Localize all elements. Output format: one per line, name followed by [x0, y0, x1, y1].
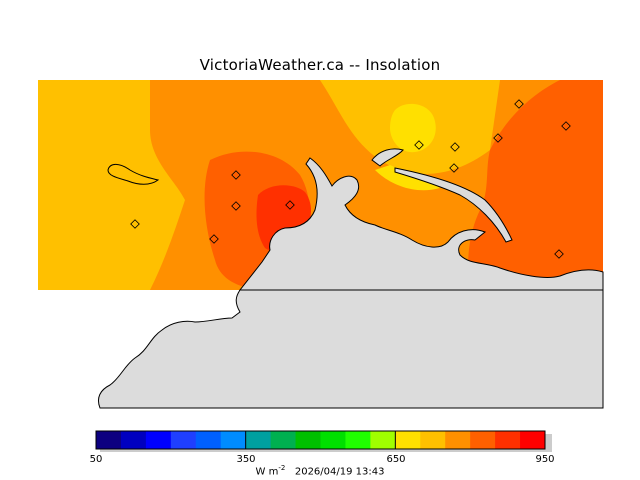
- field-yellow-patch: [390, 103, 436, 153]
- colorbar-segment: [145, 431, 172, 449]
- station-marker: [209, 234, 219, 244]
- station-marker: [554, 249, 564, 259]
- station-marker: [231, 170, 241, 180]
- colorbar-segment: [470, 431, 496, 449]
- units-base: W m: [255, 466, 279, 478]
- colorbar-segment: [320, 431, 346, 449]
- units-exponent: -2: [278, 464, 286, 472]
- colorbar-segment: [520, 431, 546, 449]
- land-southern: [238, 157, 604, 291]
- colorbar-segment: [345, 431, 371, 449]
- colorbar-segment: [220, 431, 247, 449]
- colorbar-segment: [295, 431, 321, 449]
- colorbar-segments: [96, 431, 546, 449]
- colorbar-segment: [420, 431, 446, 449]
- colorbar-tick-label: 950: [535, 454, 555, 465]
- field-yellow-tail: [375, 165, 440, 191]
- station-marker: [449, 163, 459, 173]
- land-inlet: [371, 148, 404, 167]
- station-marker: [130, 219, 140, 229]
- station-marker: [231, 201, 241, 211]
- colorbar-segment: [445, 431, 471, 449]
- colorbar-segment: [270, 431, 297, 449]
- station-markers: [130, 99, 571, 259]
- land-islet: [107, 163, 160, 185]
- colorbar-segment: [96, 431, 122, 449]
- timestamp: 2026/04/19 13:43: [294, 466, 385, 478]
- station-marker: [561, 121, 571, 131]
- land-spit: [394, 167, 513, 243]
- station-marker: [450, 142, 460, 152]
- colorbar-ticks: [95, 431, 546, 449]
- station-marker: [285, 200, 295, 210]
- colorbar-segment: [495, 431, 521, 449]
- units-and-timestamp: W m-2 2026/04/19 13:43: [0, 464, 640, 477]
- colorbar-segment: [120, 431, 147, 449]
- land-peninsula: [97, 289, 604, 409]
- map-title: VictoriaWeather.ca -- Insolation: [199, 56, 441, 74]
- colorbar-segment: [195, 431, 222, 449]
- colorbar-tick-label: 650: [386, 454, 406, 465]
- station-marker: [493, 133, 503, 143]
- colorbar-tick-label: 350: [236, 454, 256, 465]
- colorbar-tick-label: 50: [89, 454, 103, 465]
- colorbar-segment: [395, 431, 421, 449]
- field-dark-orange-east: [468, 80, 603, 290]
- colorbar-segment: [170, 431, 197, 449]
- station-marker: [514, 99, 524, 109]
- colorbar-segment: [245, 431, 272, 449]
- colorbar-segment: [370, 431, 396, 449]
- station-marker: [414, 140, 424, 150]
